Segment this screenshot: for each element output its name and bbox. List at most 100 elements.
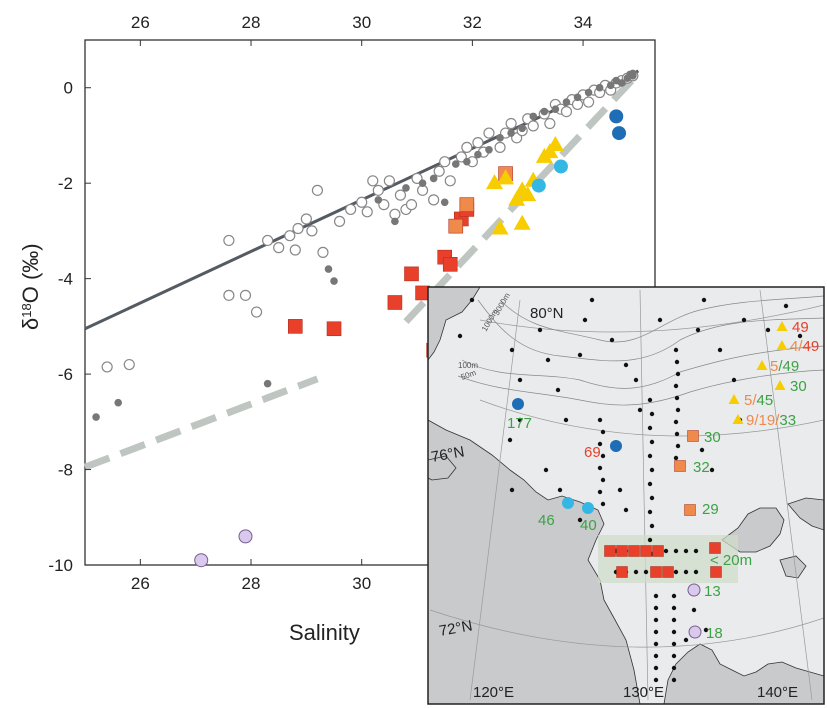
lat-label-80n: 80°N — [530, 305, 564, 322]
station-dot-87 — [699, 447, 705, 453]
latitude-line-76n — [479, 399, 824, 437]
map-marker-18 — [640, 545, 652, 557]
depth-label-100m: 100m — [458, 361, 478, 370]
station-dot-101 — [457, 333, 463, 339]
open-circle-point-5 — [250, 306, 263, 318]
y-tick-label-3: -6 — [58, 365, 73, 384]
small-gray-dot-point-7 — [402, 184, 410, 192]
small-gray-dot-point-4 — [330, 277, 338, 285]
station-dot-64 — [509, 347, 515, 353]
lavender-circle-point-1 — [238, 529, 253, 544]
station-label-part: 4 — [790, 338, 798, 355]
small-gray-dot-point-14 — [485, 145, 493, 154]
open-circle-point-1 — [123, 358, 135, 371]
station-dot-72 — [589, 297, 595, 303]
station-dot-89 — [617, 487, 623, 493]
station-label-part: 49 — [783, 358, 800, 375]
station-dot-70 — [577, 352, 583, 358]
open-circle-point-9 — [289, 244, 301, 256]
station-dot-75 — [633, 377, 639, 383]
station-dot-3 — [649, 439, 655, 445]
station-dot-98 — [703, 627, 709, 633]
map-marker-21 — [650, 566, 662, 578]
lon-label-140e: 140°E — [757, 684, 798, 701]
red-square-point-7 — [442, 257, 458, 272]
station-dot-97 — [691, 607, 697, 613]
station-label-part: 46 — [538, 512, 555, 529]
red-square-point-1 — [326, 321, 342, 337]
station-label-part: 19 — [759, 412, 776, 429]
station-dot-90 — [623, 507, 629, 513]
station-label-s13: 13 — [704, 583, 721, 600]
station-label-part: / — [798, 338, 803, 355]
open-circle-point-12 — [306, 225, 318, 237]
station-dot-59 — [671, 629, 677, 635]
station-label-s32: 32 — [693, 459, 710, 476]
x-bottom-tick-label-0: 26 — [131, 574, 150, 593]
station-dot-18 — [673, 419, 679, 425]
sample-markers — [512, 321, 788, 639]
map-marker-14 — [732, 414, 744, 424]
map-marker-24 — [709, 542, 721, 554]
small-gray-dot-point-5 — [374, 196, 383, 204]
open-circle-point-29 — [428, 194, 440, 206]
dark-blue-circle-point-0 — [609, 109, 624, 124]
y-tick-label-0: 0 — [64, 79, 73, 98]
y-tick-label-2: -4 — [58, 270, 73, 289]
shelf-depth-label: < 20m — [710, 552, 752, 569]
small-gray-dot-point-18 — [529, 112, 538, 121]
station-dot-52 — [653, 641, 659, 647]
yellow-triangle-point-0 — [486, 174, 504, 190]
x-top-tick-label-2: 30 — [352, 13, 371, 32]
open-circle-point-34 — [461, 141, 473, 153]
station-dot-38 — [693, 548, 699, 554]
station-label-s18: 18 — [706, 625, 723, 642]
station-label-s40: 40 — [580, 517, 597, 534]
station-dot-24 — [597, 441, 603, 447]
station-label-part: 30 — [704, 429, 721, 446]
severnaya-zemlya-land — [428, 287, 481, 361]
station-dot-13 — [674, 359, 680, 365]
map-marker-11 — [756, 360, 768, 370]
map-marker-19 — [652, 545, 664, 557]
open-circle-point-6 — [262, 234, 274, 247]
small-gray-dot-point-15 — [496, 134, 504, 142]
station-dot-76 — [637, 407, 643, 413]
map-marker-12 — [774, 380, 786, 390]
station-dot-36 — [673, 548, 679, 554]
station-label-part: 33 — [779, 412, 796, 429]
station-dot-1 — [649, 411, 655, 417]
station-dot-46 — [683, 569, 689, 575]
map-marker-0 — [512, 398, 524, 410]
open-circle-point-8 — [284, 230, 296, 242]
station-dot-83 — [765, 327, 771, 333]
small-gray-dot-point-6 — [391, 217, 399, 226]
open-circle-point-4 — [239, 289, 252, 301]
station-dot-94 — [507, 437, 513, 443]
latitude-line-72n — [429, 609, 824, 648]
open-circle-point-47 — [544, 117, 556, 130]
island-east-land — [787, 497, 824, 531]
station-label-part: / — [752, 392, 757, 409]
open-circle-point-41 — [505, 117, 517, 130]
station-dot-62 — [671, 665, 677, 671]
open-circle-point-30 — [433, 165, 445, 177]
orange-square-point-0 — [448, 218, 464, 234]
station-dot-71 — [582, 317, 588, 323]
open-circle-point-54 — [582, 96, 595, 108]
map-marker-1 — [610, 440, 622, 452]
station-dot-48 — [653, 593, 659, 599]
station-label-s29: 29 — [702, 501, 719, 518]
station-dot-41 — [633, 569, 639, 575]
contour-1000m — [477, 299, 824, 362]
station-dot-8 — [647, 509, 653, 515]
red-square-point-3 — [404, 266, 419, 282]
lon-label-130e: 130°E — [623, 684, 664, 701]
station-dot-84 — [783, 303, 789, 309]
station-dot-74 — [623, 362, 629, 368]
small-gray-dot-point-23 — [584, 88, 593, 97]
open-circle-point-15 — [333, 215, 346, 227]
open-circle-point-20 — [372, 184, 384, 196]
station-dot-4 — [647, 453, 653, 459]
station-dot-21 — [673, 455, 679, 461]
